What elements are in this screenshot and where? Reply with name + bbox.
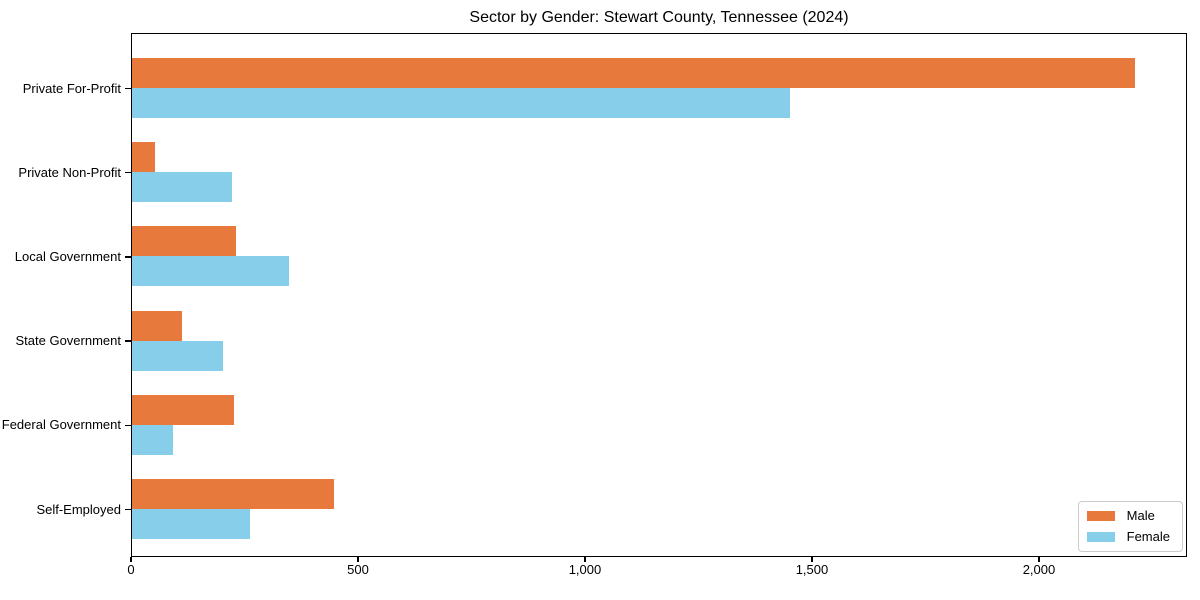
x-tick-mark: [811, 557, 813, 562]
x-tick-label-2-000: 2,000: [1022, 562, 1056, 577]
y-tick-mark: [125, 508, 131, 511]
chart-title: Sector by Gender: Stewart County, Tennes…: [469, 9, 849, 26]
bar-female-state-government: [132, 340, 223, 371]
legend: Male Female: [1077, 501, 1183, 552]
x-tick-label-0: 0: [127, 562, 135, 577]
bar-male-local-government: [132, 226, 237, 257]
legend-label-female: Female: [1126, 529, 1170, 544]
y-tick-label-private-non-profit: Private Non-Profit: [18, 164, 121, 180]
y-tick-label-federal-government: Federal Government: [1, 417, 121, 433]
y-tick-mark: [125, 256, 131, 258]
bar-male-private-non-profit: [132, 142, 155, 173]
x-tick-label-1-500: 1,500: [795, 562, 829, 577]
y-tick-label-local-government: Local Government: [14, 248, 121, 264]
legend-entry-female: Female: [1086, 529, 1170, 544]
bar-male-state-government: [132, 310, 182, 341]
bar-male-self-employed: [132, 479, 334, 509]
x-tick-label-500: 500: [347, 562, 369, 577]
x-tick-mark: [584, 557, 586, 562]
bar-female-self-employed: [132, 509, 250, 539]
y-tick-mark: [125, 87, 131, 90]
plot-area: Male Female: [131, 33, 1187, 557]
x-tick-mark: [130, 557, 132, 562]
bar-female-local-government: [132, 256, 289, 287]
y-tick-label-state-government: State Government: [15, 333, 122, 349]
y-tick-label-self-employed: Self-Employed: [36, 501, 121, 517]
legend-swatch-female: [1086, 532, 1115, 542]
bar-female-federal-government: [132, 424, 173, 455]
y-tick-mark: [125, 424, 131, 427]
bar-male-private-for-profit: [132, 58, 1136, 88]
bar-female-private-non-profit: [132, 172, 232, 203]
bar-male-federal-government: [132, 394, 235, 425]
legend-label-male: Male: [1126, 508, 1155, 523]
x-tick-label-1-000: 1,000: [568, 562, 602, 577]
y-tick-mark: [125, 340, 131, 342]
y-tick-mark: [125, 171, 131, 174]
legend-entry-male: Male: [1086, 508, 1170, 523]
x-tick-mark: [357, 557, 359, 562]
x-tick-mark: [1038, 557, 1040, 562]
legend-swatch-male: [1086, 511, 1115, 521]
bar-female-private-for-profit: [132, 88, 791, 118]
y-tick-label-private-for-profit: Private For-Profit: [22, 80, 121, 96]
